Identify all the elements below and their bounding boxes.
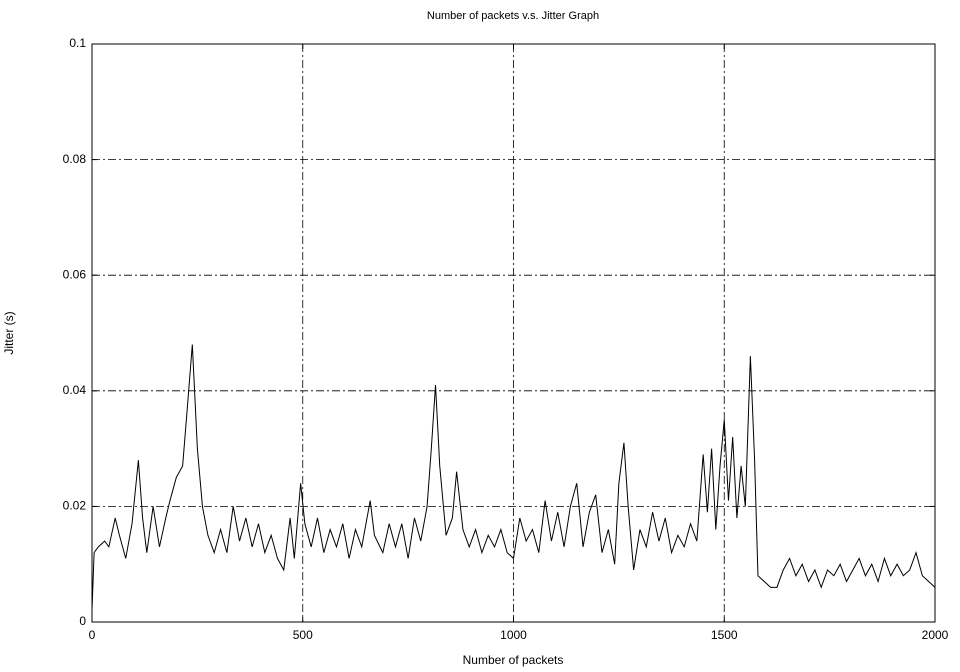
y-tick-label: 0.06 [63, 267, 87, 281]
y-tick-label: 0.1 [69, 36, 86, 50]
y-tick-label: 0.02 [63, 499, 87, 513]
y-tick-label: 0.08 [63, 152, 87, 166]
x-tick-label: 0 [89, 628, 96, 642]
x-tick-label: 2000 [922, 628, 949, 642]
y-tick-label: 0 [79, 614, 86, 628]
x-axis-label: Number of packets [463, 653, 564, 667]
y-axis-label: Jitter (s) [2, 311, 16, 354]
x-tick-label: 500 [293, 628, 313, 642]
chart-title: Number of packets v.s. Jitter Graph [427, 10, 599, 22]
data-line [91, 344, 936, 611]
x-tick-label: 1000 [500, 628, 527, 642]
y-tick-label: 0.04 [63, 383, 87, 397]
x-tick-label: 1500 [711, 628, 738, 642]
